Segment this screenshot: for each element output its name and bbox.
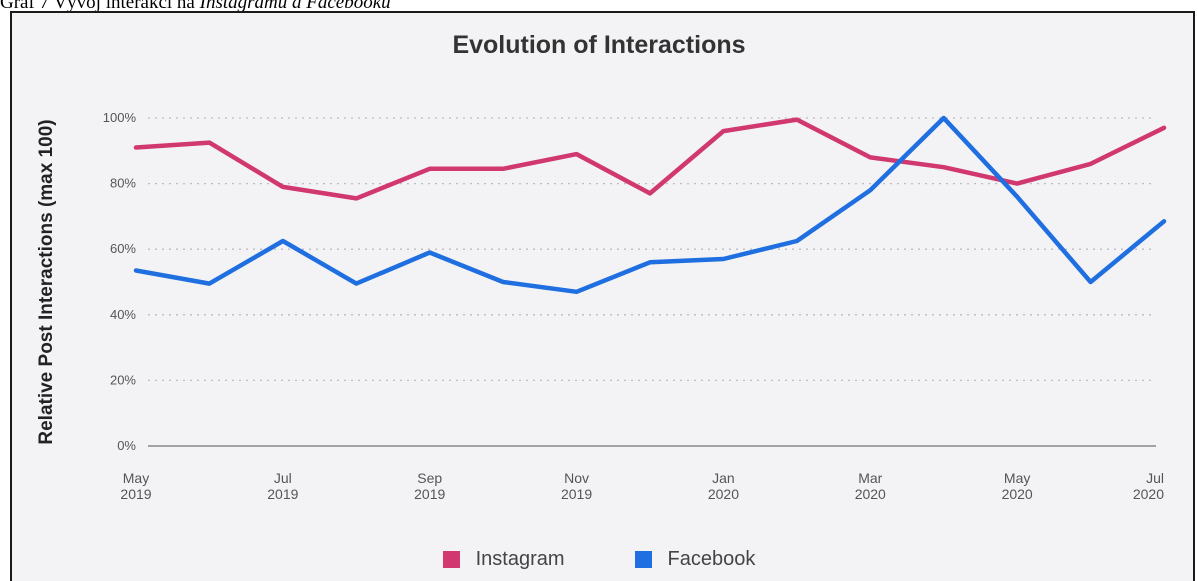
x-tick-month: Mar [858,470,882,486]
legend-item-instagram: Instagram [442,548,565,571]
chart-frame [10,11,1195,581]
legend-label-facebook: Facebook [667,548,756,570]
x-tick-year: 2019 [414,486,445,502]
legend: Instagram Facebook [0,548,1198,571]
y-tick-label: 80% [110,176,136,191]
legend-item-facebook: Facebook [634,548,756,571]
y-tick-label: 60% [110,241,136,256]
x-tick-year: 2019 [267,486,298,502]
x-tick-year: 2020 [1133,486,1164,502]
x-axis-ticks: May2019Jul2019Sep2019Nov2019Jan2020Mar20… [120,470,1164,502]
series-line-instagram [133,117,1167,201]
y-tick-label: 40% [110,307,136,322]
x-tick-month: Jul [274,470,292,486]
x-tick-month: Sep [417,470,442,486]
x-tick-year: 2019 [120,486,151,502]
legend-label-instagram: Instagram [475,548,565,570]
x-tick-year: 2019 [561,486,592,502]
series-line-facebook [133,115,1167,295]
gridlines [148,117,1156,447]
legend-swatch-facebook [634,551,652,568]
y-axis-label: Relative Post Interactions (max 100) [36,119,57,444]
figure-caption: Graf 7 Vývoj interakcí na Instagramu a F… [0,0,391,13]
caption-italic: Instagramu a Facebooku [199,0,391,13]
legend-swatch-instagram [442,551,460,568]
y-tick-label: 0% [117,438,136,453]
x-tick-year: 2020 [708,486,739,502]
series-lines [133,115,1167,295]
x-tick-month: May [1004,470,1030,486]
x-tick-month: Nov [564,470,589,486]
x-tick-month: Jul [1146,470,1164,486]
y-tick-label: 100% [103,110,137,125]
caption-prefix: Graf 7 Vývoj interakcí na [0,0,195,13]
x-tick-month: Jan [712,470,735,486]
y-tick-label: 20% [110,372,136,387]
x-tick-year: 2020 [855,486,886,502]
y-axis-ticks: 0% 20% 40% 60% 80% 100% [103,110,137,453]
x-tick-month: May [123,470,149,486]
chart-title: Evolution of Interactions [452,31,746,59]
x-tick-year: 2020 [1002,486,1033,502]
